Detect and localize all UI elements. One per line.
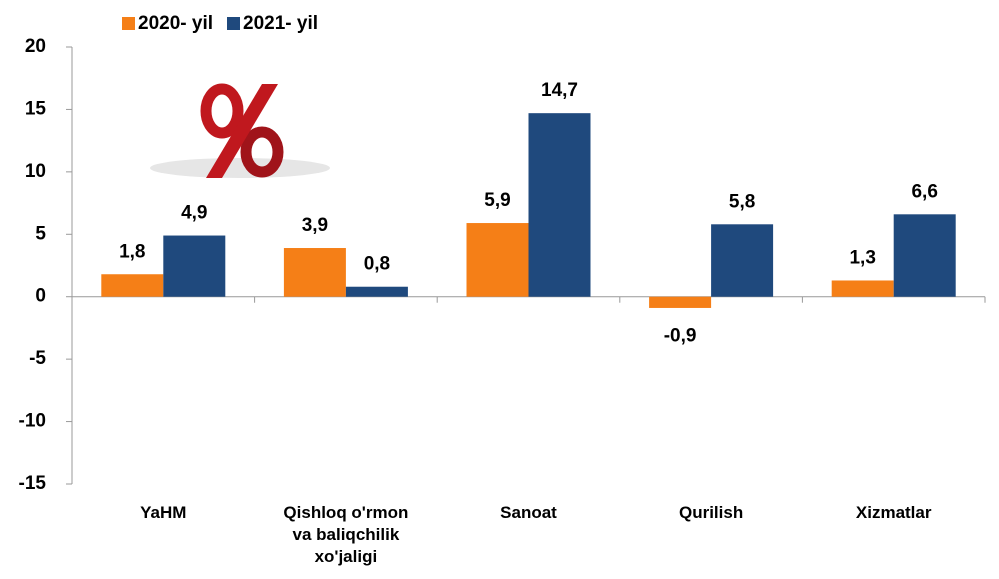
x-tick-label: Sanoat (500, 503, 557, 522)
y-tick-label: -5 (29, 348, 46, 369)
y-tick-label: 5 (35, 223, 46, 244)
x-tick-label: YaHM (140, 503, 186, 522)
bar (466, 223, 529, 297)
legend-swatch (122, 17, 135, 30)
x-tick-label: Qurilish (679, 503, 743, 522)
bar (345, 286, 408, 297)
x-tick-label: Xizmatlar (856, 503, 932, 522)
y-tick-label: 10 (25, 161, 46, 182)
value-label: 1,8 (119, 241, 145, 262)
y-tick-label: -15 (19, 473, 47, 494)
legend-label: 2021- yil (243, 13, 318, 34)
value-label: -0,9 (664, 326, 697, 347)
bar (831, 280, 894, 297)
y-tick-label: 20 (25, 36, 46, 57)
value-label: 0,8 (364, 254, 390, 275)
x-tick-label: Qishloq o'rmon va baliqchilik xo'jaligi (283, 503, 408, 566)
value-label: 5,8 (729, 191, 755, 212)
legend-swatch (227, 17, 240, 30)
value-label: 14,7 (541, 80, 578, 101)
percent-image (148, 83, 330, 178)
y-tick-label: -10 (19, 411, 46, 432)
bar (101, 274, 164, 297)
value-label: 5,9 (484, 190, 510, 211)
value-label: 3,9 (302, 215, 328, 236)
y-tick-label: 0 (35, 286, 46, 307)
bar (711, 224, 774, 297)
value-label: 1,3 (849, 247, 875, 268)
bar (283, 248, 346, 297)
legend-label: 2020- yil (138, 13, 213, 34)
bar (649, 296, 712, 308)
bar (528, 113, 591, 297)
value-label: 6,6 (911, 181, 937, 202)
bar (893, 214, 956, 297)
bar (163, 235, 226, 297)
value-label: 4,9 (181, 203, 207, 224)
y-tick-label: 15 (25, 98, 47, 119)
